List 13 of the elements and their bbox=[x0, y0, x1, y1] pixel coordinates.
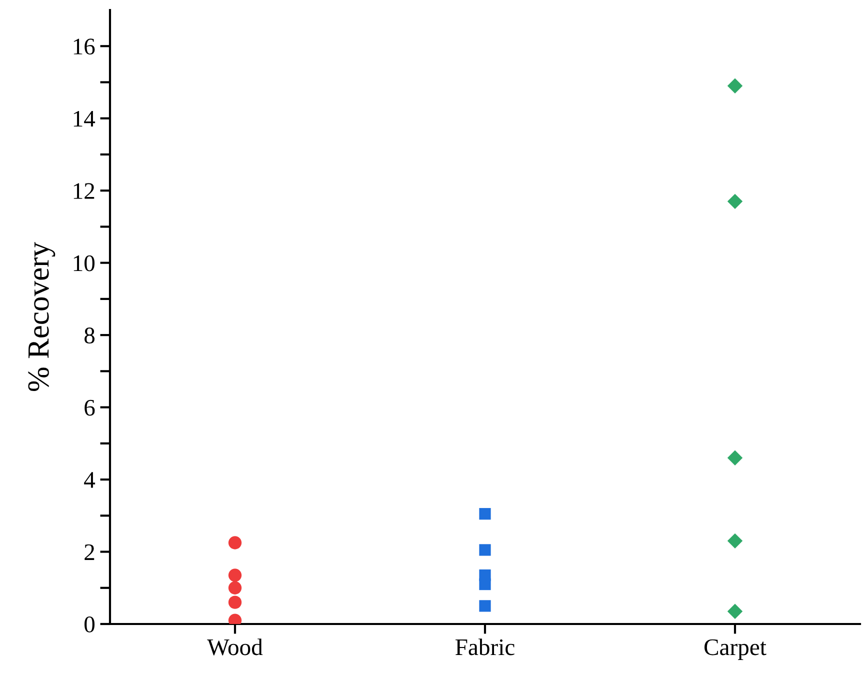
y-tick-label: 8 bbox=[84, 328, 95, 344]
y-tick-label: 4 bbox=[84, 472, 96, 488]
y-tick-label: 10 bbox=[74, 255, 95, 272]
x-tick-label: Fabric bbox=[456, 638, 514, 656]
y-tick-label: 16 bbox=[74, 38, 95, 55]
y-tick-label: 0 bbox=[84, 616, 95, 632]
y-tick-label: 6 bbox=[84, 400, 95, 416]
x-tick-label: Wood bbox=[207, 638, 263, 656]
y-tick-label: 2 bbox=[84, 544, 94, 560]
y-tick-label: 14 bbox=[74, 110, 96, 127]
y-tick-label: 12 bbox=[74, 183, 94, 199]
x-tick-label: Carpet bbox=[704, 639, 766, 660]
y-axis-title: % Recovery bbox=[28, 242, 56, 392]
